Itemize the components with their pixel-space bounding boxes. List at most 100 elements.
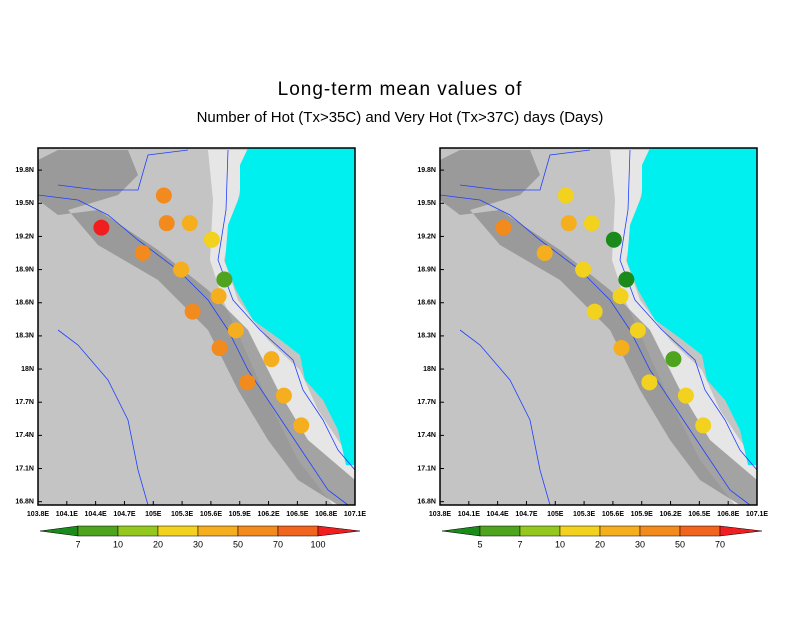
colorbar-end: [317, 525, 361, 537]
station: [184, 303, 201, 320]
station: [665, 351, 682, 368]
subtitle: Number of Hot (Tx>35C) and Very Hot (Tx>…: [197, 109, 604, 126]
y-tick-label: 18N: [423, 366, 436, 373]
station: [536, 245, 553, 261]
y-tick-label: 18N: [21, 366, 34, 373]
station: [210, 288, 227, 305]
colorbar-box: [679, 525, 721, 537]
y-tick-label: 19.8N: [417, 167, 436, 174]
y-tick-label: 19.5N: [417, 200, 436, 207]
y-tick-label: 17.7N: [15, 399, 34, 406]
station: [216, 271, 233, 288]
colorbar-box: [277, 525, 319, 537]
colorbar-box: [157, 525, 199, 537]
colorbar-label: 7: [517, 539, 522, 549]
colorbar-box: [237, 525, 279, 537]
x-tick-label: 104.7E: [515, 511, 538, 518]
station: [695, 417, 712, 434]
x-tick-label: 104.7E: [113, 511, 136, 518]
colorbar-label: 70: [715, 539, 725, 549]
x-tick-label: 106.5E: [688, 511, 711, 518]
border-line: [57, 329, 149, 506]
terrain: [38, 150, 355, 505]
colorbar-label: 20: [153, 539, 163, 549]
sea: [225, 148, 355, 465]
y-tick-label: 17.1N: [417, 465, 436, 472]
station: [275, 387, 292, 404]
station: [134, 245, 151, 261]
y-tick-label: 19.2N: [15, 233, 34, 240]
colorbar-label: 70: [273, 539, 283, 549]
x-tick-label: 105.6E: [200, 511, 223, 518]
station: [173, 261, 190, 278]
border-line: [217, 149, 356, 471]
y-tick-label: 18.3N: [15, 333, 34, 340]
colorbar-label: 50: [233, 539, 243, 549]
colorbar-box: [479, 525, 521, 537]
colorbar-end: [39, 525, 79, 537]
terrain: [208, 150, 355, 505]
y-tick-label: 19.8N: [15, 167, 34, 174]
station: [575, 261, 592, 278]
y-tick-label: 17.4N: [15, 432, 34, 439]
colorbar-box: [639, 525, 681, 537]
station: [560, 215, 577, 232]
station: [93, 219, 110, 236]
station: [583, 215, 600, 232]
border-line: [459, 329, 551, 506]
x-tick-label: 105.3E: [171, 511, 194, 518]
x-tick-label: 105.9E: [631, 511, 654, 518]
x-tick-label: 106.2E: [659, 511, 682, 518]
station: [211, 340, 228, 357]
x-tick-label: 106.2E: [257, 511, 280, 518]
y-tick-label: 17.4N: [417, 432, 436, 439]
border-line: [459, 149, 591, 191]
x-tick-label: 104.4E: [85, 511, 108, 518]
station: [158, 215, 175, 232]
station: [641, 374, 658, 391]
station: [227, 322, 244, 339]
y-tick-label: 16.8N: [15, 499, 34, 506]
station: [586, 303, 603, 320]
station: [605, 231, 622, 248]
x-tick-label: 103.8E: [429, 511, 452, 518]
colorbar-label: 10: [555, 539, 565, 549]
station: [293, 417, 310, 434]
colorbar-label: 7: [75, 539, 80, 549]
colorbar-box: [599, 525, 641, 537]
station: [181, 215, 198, 232]
colorbar-label: 50: [675, 539, 685, 549]
border-line: [57, 149, 189, 191]
colorbar-box: [197, 525, 239, 537]
y-tick-label: 18.3N: [417, 333, 436, 340]
station: [495, 219, 512, 236]
colorbar-end: [441, 525, 481, 537]
colorbar-end: [719, 525, 763, 537]
colorbar-box: [559, 525, 601, 537]
colorbar-label: 30: [193, 539, 203, 549]
sea: [627, 148, 757, 465]
terrain: [610, 150, 757, 505]
x-tick-label: 104.1E: [56, 511, 79, 518]
station: [155, 187, 172, 204]
map-frame: [439, 147, 758, 506]
x-tick-label: 104.1E: [458, 511, 481, 518]
map-frame: [37, 147, 356, 506]
x-tick-label: 105.3E: [573, 511, 596, 518]
x-tick-label: 107.1E: [746, 511, 769, 518]
x-tick-label: 106.5E: [286, 511, 309, 518]
y-tick-label: 16.8N: [417, 499, 436, 506]
station: [557, 187, 574, 204]
y-tick-label: 19.2N: [417, 233, 436, 240]
x-tick-label: 105.6E: [602, 511, 625, 518]
x-tick-label: 106.8E: [315, 511, 338, 518]
station: [618, 271, 635, 288]
colorbar-box: [519, 525, 561, 537]
x-tick-label: 105E: [547, 511, 564, 518]
colorbar-label: 5: [477, 539, 482, 549]
colorbar-box: [117, 525, 159, 537]
x-tick-label: 105.9E: [229, 511, 252, 518]
border-line: [619, 149, 758, 471]
station: [239, 374, 256, 391]
